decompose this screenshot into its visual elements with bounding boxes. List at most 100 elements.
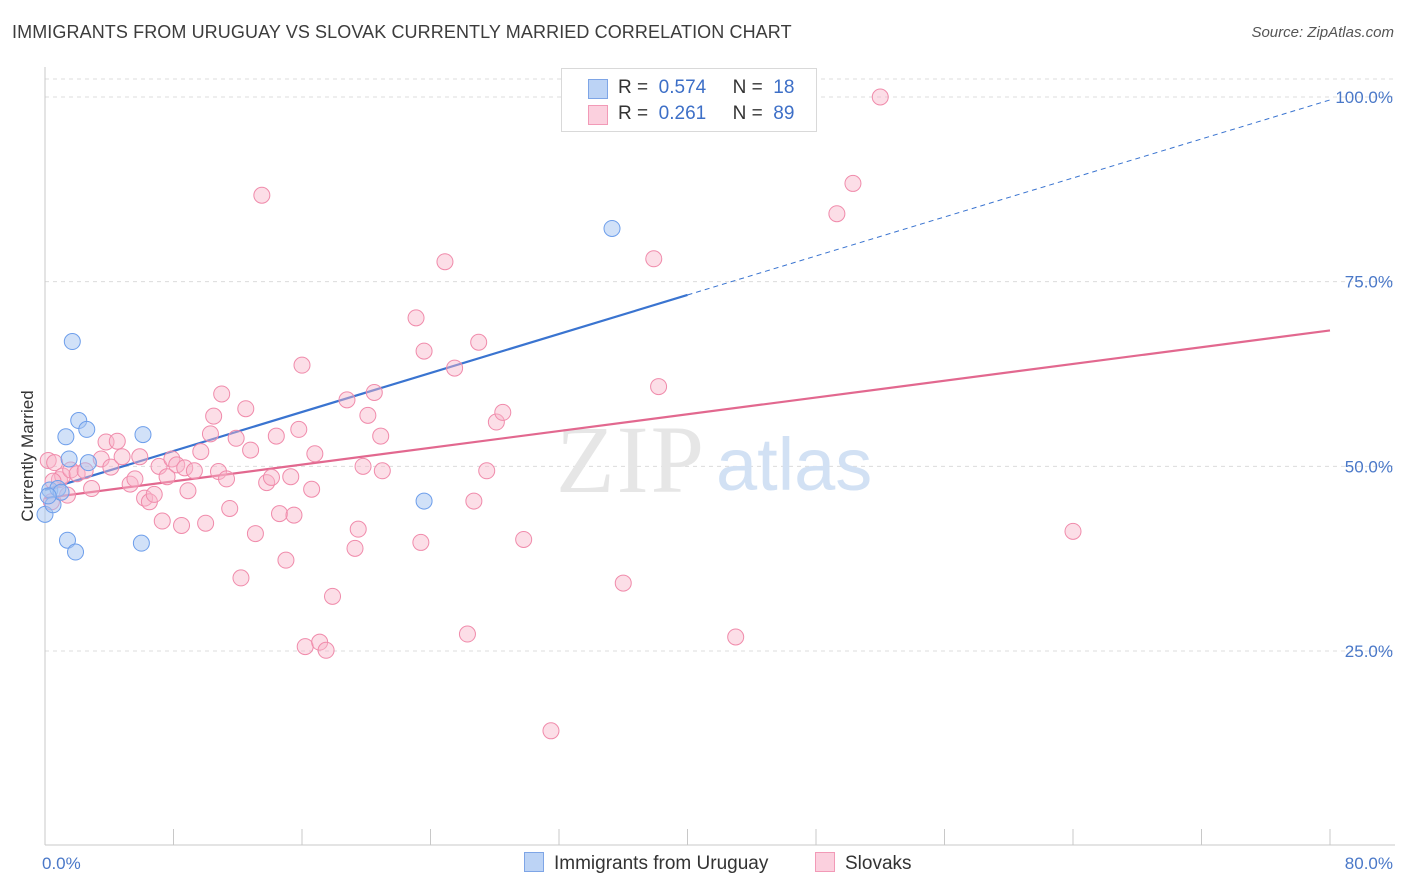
slovaks-point [145,485,163,503]
slovaks-point [290,420,308,438]
slovaks-point [227,429,245,447]
uruguay-point [67,543,85,561]
legend-swatch-uruguay [588,79,608,99]
slovaks-point [121,475,139,493]
legend-n-value: 18 [773,77,795,98]
uruguay-point [134,426,152,444]
uruguay-point [603,219,621,237]
slovaks-point [131,448,149,466]
slovaks-point [221,499,239,517]
slovaks-point [415,342,433,360]
watermark-atlas: atlas [716,423,872,506]
bottom-legend-swatch-slovaks [815,852,835,872]
slovaks-point [83,480,101,498]
legend-swatch-slovaks [588,105,608,125]
legend-r-value: 0.574 [658,77,707,98]
uruguay-point [415,492,433,510]
slovaks-point [205,407,223,425]
slovaks-point [478,462,496,480]
slovaks-point [262,468,280,486]
bottom-legend-uruguay: Immigrants from Uruguay [524,852,768,875]
slovaks-point [650,378,668,396]
slovaks-point [39,451,57,469]
y-tick-label: 75.0% [1345,273,1393,292]
slovaks-point [237,400,255,418]
y-tick-label: 100.0% [1335,88,1393,107]
slovaks-point [213,385,231,403]
bottom-legend-swatch-uruguay [524,852,544,872]
slovaks-point [246,525,264,543]
uruguay-point [39,487,57,505]
legend-n-value: 89 [773,103,795,124]
slovaks-point [253,186,271,204]
bottom-legend-slovaks: Slovaks [815,852,912,875]
slovaks-point [176,459,194,477]
slovaks-point [153,512,171,530]
uruguay-point [60,450,78,468]
slovaks-point [277,551,295,569]
slovaks-point [102,458,120,476]
slovaks-point [296,638,314,656]
y-tick-label: 25.0% [1345,642,1393,661]
slovaks-point [303,480,321,498]
slovaks-point [267,427,285,445]
bottom-legend-label-slovaks: Slovaks [845,853,912,874]
source-credit: Source: ZipAtlas.com [1251,24,1394,41]
slovaks-point [271,505,289,523]
slovaks-point [844,174,862,192]
slovaks-point [515,530,533,548]
slovaks-point [871,88,889,106]
slovaks-point [372,427,390,445]
slovaks-point [242,441,260,459]
watermark-zip: ZIP [556,406,706,513]
slovaks-point [173,516,191,534]
slovaks-point [108,432,126,450]
slovaks-point [412,533,430,551]
slovaks-point [282,468,300,486]
y-axis-title: Currently Married [18,390,37,521]
slovaks-point [1064,522,1082,540]
slovaks-point [346,539,364,557]
slovaks-point [465,492,483,510]
legend-r-value: 0.261 [658,103,707,124]
x-tick-label: 0.0% [42,854,81,873]
legend-n-label: N = [732,103,763,124]
slovaks-points [39,88,1082,740]
slovaks-trend-line [44,329,1331,500]
slovaks-point [285,506,303,524]
slovaks-point [446,359,464,377]
slovaks-point [436,253,454,271]
slovaks-point [494,403,512,421]
axes [44,67,1395,846]
slovaks-point [324,587,342,605]
slovaks-point [293,356,311,374]
slovaks-point [185,462,203,480]
slovaks-point [645,250,663,268]
slovaks-point [317,641,335,659]
slovaks-point [338,391,356,409]
uruguay-trend-extension [687,99,1331,296]
slovaks-point [218,470,236,488]
slovaks-point [349,520,367,538]
slovaks-point [407,309,425,327]
correlation-legend: R = 0.574 N = 18 R = 0.261 N = 89 [561,68,817,132]
chart-title: IMMIGRANTS FROM URUGUAY VS SLOVAK CURREN… [12,22,792,42]
slovaks-point [258,474,276,492]
slovaks-point [354,457,372,475]
slovaks-point [373,462,391,480]
slovaks-point [614,574,632,592]
uruguay-point [79,454,97,472]
slovaks-point [458,625,476,643]
slovaks-point [470,333,488,351]
tick-labels: 25.0% 50.0% 75.0% 100.0% 0.0% 80.0% [42,88,1393,873]
legend-r-label: R = [618,77,649,98]
slovaks-point [179,482,197,500]
uruguay-point [63,333,81,351]
y-tick-label: 50.0% [1345,457,1393,476]
slovaks-point [232,569,250,587]
slovaks-point [158,468,176,486]
legend-r-label: R = [618,103,649,124]
slovaks-point [192,443,210,461]
grid-lines [45,78,1395,652]
slovaks-point [113,448,131,466]
